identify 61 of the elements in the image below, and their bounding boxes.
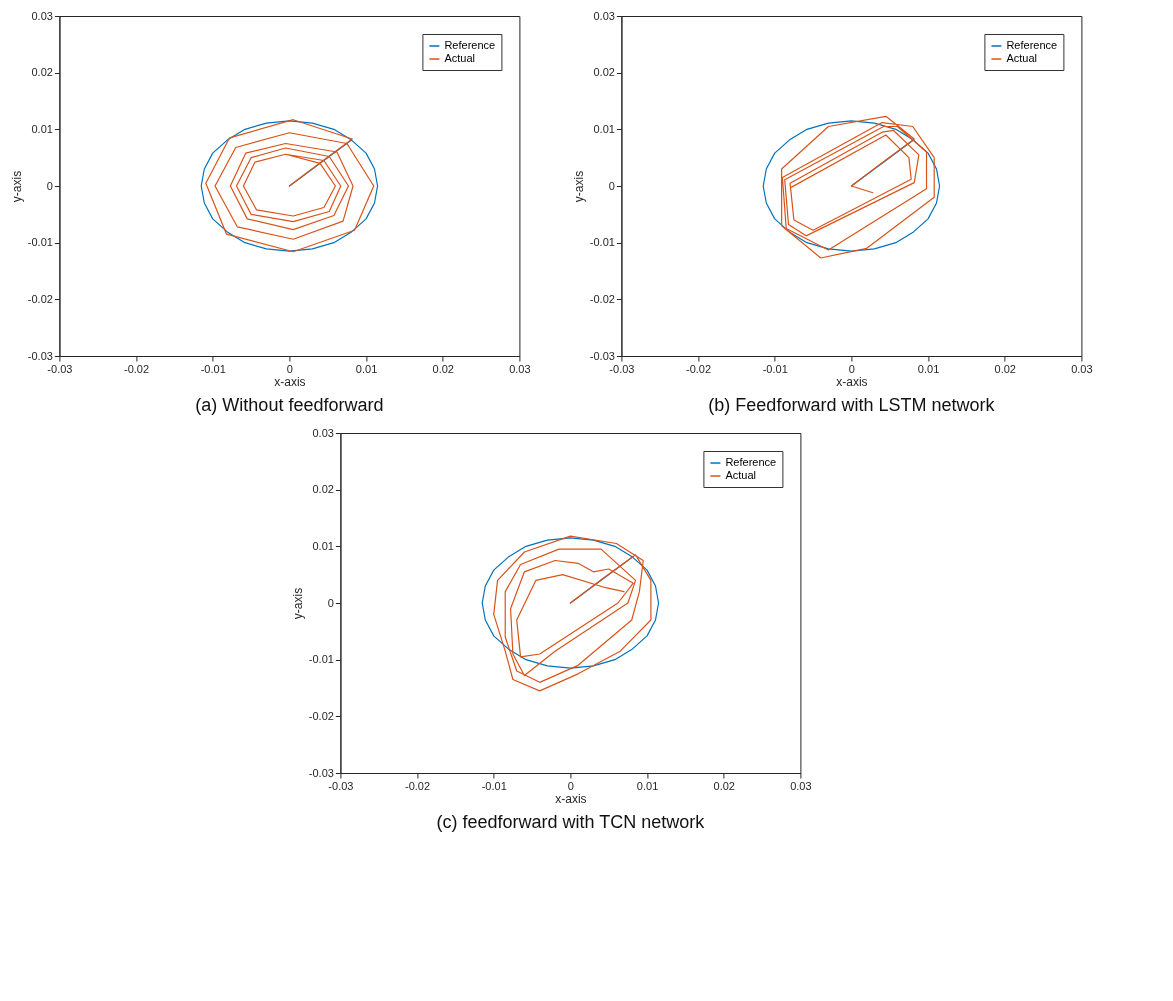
- y-tick-label: -0.03: [308, 766, 334, 779]
- y-tick-label: -0.01: [308, 653, 334, 666]
- y-tick-label: -0.03: [27, 349, 53, 362]
- x-tick-label: 0.01: [636, 779, 659, 792]
- y-tick-label: 0.01: [312, 539, 334, 552]
- x-tick-label: 0.03: [509, 362, 531, 375]
- x-tick-label: -0.03: [328, 779, 354, 792]
- x-tick-label: 0: [286, 362, 293, 375]
- y-tick-label: -0.02: [308, 709, 334, 722]
- x-tick-label: 0.02: [713, 779, 735, 792]
- y-tick-label: 0: [327, 596, 334, 609]
- y-tick-label: 0.02: [31, 66, 53, 79]
- y-tick-label: -0.02: [589, 292, 615, 305]
- x-axis-title: x-axis: [836, 374, 868, 389]
- text: (a) Without feedforward: [195, 395, 384, 415]
- line-series: [493, 535, 652, 692]
- text: (c) feedforward with TCN network: [436, 812, 706, 832]
- x-tick-label: -0.02: [405, 779, 431, 792]
- y-tick-label: 0: [46, 179, 53, 192]
- y-tick-label: -0.01: [589, 236, 615, 249]
- x-tick-label: -0.01: [481, 779, 507, 792]
- x-tick-label: -0.02: [124, 362, 150, 375]
- y-tick-label: -0.02: [27, 292, 53, 305]
- x-tick-label: 0.03: [1071, 362, 1093, 375]
- x-tick-label: -0.01: [762, 362, 788, 375]
- x-tick-label: -0.01: [200, 362, 226, 375]
- y-tick-label: 0.03: [312, 426, 334, 439]
- x-tick-label: 0.02: [994, 362, 1016, 375]
- line-series: [481, 537, 660, 669]
- legend-label: Actual: [444, 52, 475, 64]
- line-series: [781, 115, 935, 259]
- x-tick-label: 0.02: [432, 362, 454, 375]
- x-tick-label: 0: [848, 362, 855, 375]
- legend-label: Reference: [444, 39, 496, 51]
- legend-label: Reference: [1006, 39, 1058, 51]
- y-tick-label: 0.02: [312, 483, 334, 496]
- y-tick-label: 0.01: [593, 122, 615, 135]
- legend-label: Actual: [1006, 52, 1037, 64]
- y-tick-label: 0.03: [593, 9, 615, 22]
- y-tick-label: 0.03: [31, 9, 53, 22]
- y-tick-label: 0: [608, 179, 615, 192]
- y-tick-label: -0.03: [589, 349, 615, 362]
- x-tick-label: 0.01: [355, 362, 378, 375]
- x-axis-title: x-axis: [274, 374, 306, 389]
- x-tick-label: 0.03: [790, 779, 812, 792]
- y-tick-label: 0.02: [593, 66, 615, 79]
- legend-label: Actual: [725, 469, 756, 481]
- y-tick-label: 0.01: [31, 122, 53, 135]
- x-tick-label: -0.02: [686, 362, 712, 375]
- x-tick-label: 0.01: [917, 362, 940, 375]
- y-axis-title: y-axis: [571, 170, 586, 203]
- y-axis-title: y-axis: [290, 587, 305, 620]
- x-tick-label: 0: [567, 779, 574, 792]
- y-tick-label: -0.01: [27, 236, 53, 249]
- text: (b) Feedforward with LSTM network: [708, 395, 996, 415]
- x-tick-label: -0.03: [47, 362, 73, 375]
- x-tick-label: -0.03: [609, 362, 635, 375]
- x-axis-title: x-axis: [555, 791, 587, 806]
- legend-label: Reference: [725, 456, 777, 468]
- line-series: [762, 120, 941, 252]
- y-axis-title: y-axis: [9, 170, 24, 203]
